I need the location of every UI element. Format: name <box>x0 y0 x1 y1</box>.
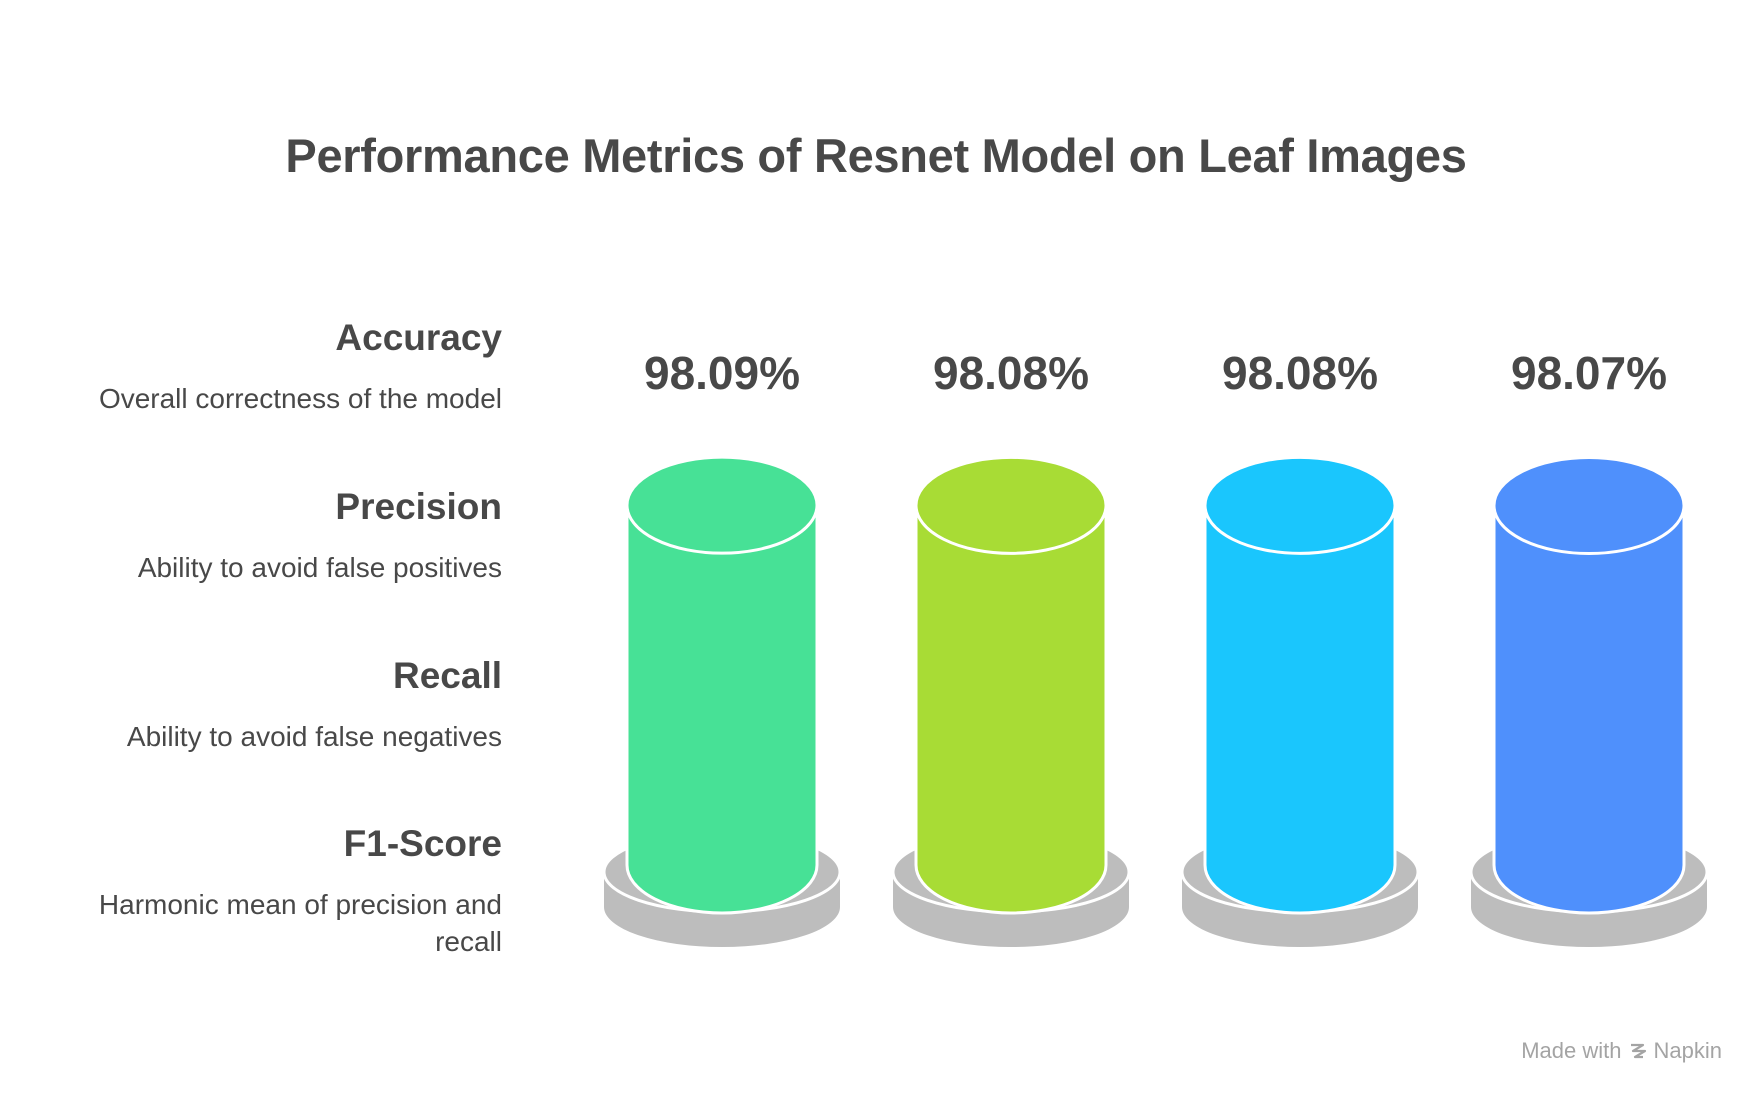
cylinder-top <box>1203 455 1397 555</box>
watermark-brand: Napkin <box>1653 1038 1722 1063</box>
cylinder-top <box>914 455 1108 555</box>
legend-item-precision: Precision Ability to avoid false positive… <box>62 485 502 586</box>
cylinder-body <box>914 503 1108 915</box>
bar-f1-score <box>1469 456 1709 947</box>
legend-label: Precision <box>335 486 502 527</box>
bar-precision <box>891 455 1131 947</box>
legend-description: Harmonic mean of precision and recall <box>98 889 502 957</box>
made-with-napkin-watermark: Made with Napkin <box>1521 1038 1722 1064</box>
cylinder-top <box>1492 456 1686 556</box>
legend-label: Recall <box>392 655 502 696</box>
cylinder-body <box>1203 503 1397 915</box>
legend-item-f1-score: F1-Score Harmonic mean of precision and r… <box>62 822 502 960</box>
value-label-accuracy: 98.09% <box>643 347 800 399</box>
value-label-recall: 98.08% <box>1221 347 1378 399</box>
napkin-logo-icon <box>1630 1043 1646 1059</box>
bar-accuracy <box>602 455 842 947</box>
legend-item-accuracy: Accuracy Overall correctness of the model <box>62 316 502 417</box>
legend-label: F1-Score <box>343 823 502 864</box>
legend-description: Ability to avoid false positives <box>137 552 502 583</box>
legend-description: Ability to avoid false negatives <box>126 721 502 752</box>
legend-description: Overall correctness of the model <box>98 383 502 414</box>
chart-title: Performance Metrics of Resnet Model on L… <box>285 129 1467 182</box>
bar-recall <box>1180 455 1420 947</box>
watermark-prefix: Made with <box>1521 1038 1622 1063</box>
legend-item-recall: Recall Ability to avoid false negatives <box>62 654 502 755</box>
cylinder-top <box>625 455 819 555</box>
value-label-precision: 98.08% <box>932 347 1089 399</box>
cylinder-body <box>1492 504 1686 915</box>
cylinder-body <box>625 503 819 915</box>
legend-label: Accuracy <box>335 317 502 358</box>
value-label-f1-score: 98.07% <box>1510 347 1667 399</box>
